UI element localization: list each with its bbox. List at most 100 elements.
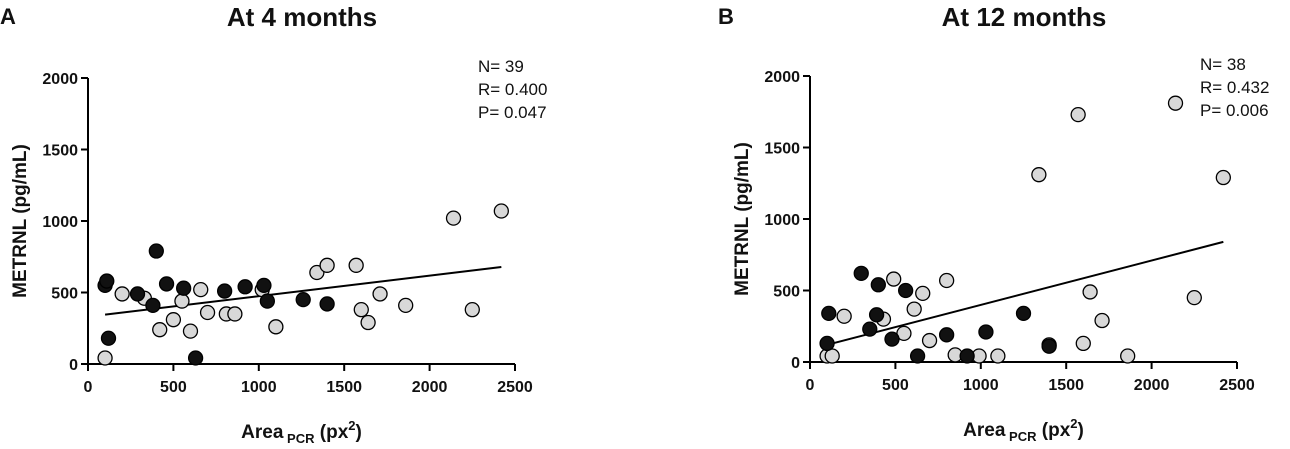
- data-point-grey: [227, 306, 243, 322]
- data-point-grey: [348, 257, 364, 273]
- data-point-grey: [990, 348, 1006, 364]
- data-point-black: [237, 279, 253, 295]
- data-point-grey: [309, 264, 325, 281]
- x-axis-label-close: ): [1078, 420, 1084, 441]
- y-axis-label: METRNL (pg/mL): [10, 144, 31, 298]
- x-tick-label: 2500: [497, 379, 533, 396]
- panel-letter: A: [0, 4, 16, 29]
- data-point-black: [216, 283, 233, 299]
- y-tick-label: 2000: [764, 69, 800, 86]
- data-point-black: [256, 277, 272, 294]
- data-point-black: [259, 293, 275, 309]
- chart-panel-a: A At 4 months 0 500 1000 1500 2000 0 500 1000 1500…: [0, 2, 547, 446]
- data-point-black: [978, 324, 994, 340]
- data-point-grey: [360, 314, 376, 331]
- data-point-grey: [445, 210, 462, 226]
- data-point-black: [158, 276, 175, 292]
- data-point-grey: [886, 271, 902, 287]
- data-point-grey: [1075, 335, 1091, 352]
- y-tick-label: 500: [51, 286, 78, 303]
- data-point-grey: [268, 319, 284, 335]
- x-tick-label: 0: [806, 377, 815, 394]
- chart-title: At 4 months: [227, 2, 377, 32]
- x-axis-label-main: Area: [963, 420, 1006, 441]
- x-axis-label-main: Area: [241, 422, 284, 443]
- x-tick-label: 1500: [1048, 377, 1084, 394]
- y-tick-label: 0: [69, 357, 78, 374]
- x-tick-label: 500: [882, 377, 909, 394]
- x-tick-label: 500: [160, 379, 187, 396]
- chart-title: At 12 months: [942, 2, 1107, 32]
- data-point-black: [187, 350, 204, 366]
- data-point-grey: [174, 293, 190, 309]
- data-point-grey: [1167, 95, 1184, 111]
- y-tick-label: 1500: [42, 143, 78, 160]
- data-point-grey: [921, 332, 938, 349]
- data-point-grey: [836, 308, 852, 324]
- panel-letter: B: [718, 4, 734, 29]
- data-point-black: [148, 243, 164, 259]
- data-point-grey: [398, 297, 414, 314]
- regression-line: [826, 240, 1224, 346]
- data-point-grey: [1070, 106, 1086, 123]
- y-tick-label: 0: [791, 355, 800, 372]
- data-point-grey: [372, 286, 388, 302]
- data-point-black: [897, 282, 914, 299]
- x-tick-label: 2500: [1219, 377, 1255, 394]
- x-tick-label: 1000: [963, 377, 999, 394]
- y-tick-label: 1000: [42, 214, 78, 231]
- data-point-black: [99, 273, 115, 289]
- x-axis-label-sub: PCR: [283, 431, 315, 444]
- data-point-grey: [464, 302, 480, 318]
- x-axis-label: Area PCR (px2): [963, 416, 1084, 444]
- data-point-black: [909, 348, 926, 364]
- data-point-black: [145, 297, 161, 314]
- data-point-black: [1041, 338, 1057, 354]
- x-axis-label: Area PCR (px2): [241, 418, 362, 444]
- chart-panel-b: B At 12 months 0 500 1000 1500 2000 0 500 1000 150…: [718, 2, 1269, 444]
- data-point-grey: [938, 272, 955, 289]
- data-point-black: [938, 327, 955, 343]
- x-axis-label-sup: 2: [348, 418, 355, 433]
- data-point-black: [295, 291, 311, 308]
- data-point-grey: [199, 304, 216, 321]
- data-point-black: [862, 321, 878, 337]
- stat-line: R= 0.432: [1200, 78, 1269, 97]
- y-axis-label: METRNL (pg/mL): [732, 142, 753, 296]
- x-axis-label-sup: 2: [1070, 416, 1077, 431]
- data-point-grey: [152, 322, 168, 338]
- regression-line: [104, 266, 502, 316]
- data-point-grey: [1186, 289, 1202, 306]
- stat-line: N= 39: [478, 57, 524, 76]
- x-tick-label: 2000: [412, 379, 448, 396]
- data-point-black: [821, 305, 837, 322]
- data-point-grey: [493, 203, 509, 219]
- y-tick-label: 500: [773, 284, 800, 301]
- x-tick-label: 1000: [241, 379, 277, 396]
- data-point-grey: [114, 286, 130, 302]
- data-point-black: [319, 296, 335, 312]
- x-tick-label: 0: [84, 379, 93, 396]
- data-point-black: [1015, 305, 1032, 322]
- data-point-grey: [1120, 348, 1136, 364]
- y-tick-label: 1000: [764, 212, 800, 229]
- data-point-grey: [97, 350, 113, 366]
- data-point-grey: [1082, 284, 1098, 300]
- data-point-grey: [353, 302, 369, 318]
- data-point-black: [819, 335, 835, 352]
- data-point-black: [175, 280, 192, 296]
- y-tick-label: 2000: [42, 71, 78, 88]
- data-point-grey: [915, 285, 931, 302]
- stat-line: R= 0.400: [478, 80, 547, 99]
- data-point-grey: [319, 257, 335, 273]
- data-point-grey: [165, 312, 182, 328]
- x-tick-label: 1500: [326, 379, 362, 396]
- x-axis-label-sub: PCR: [1005, 429, 1037, 444]
- y-tick-label: 1500: [764, 141, 800, 158]
- data-point-black: [870, 277, 886, 293]
- x-axis-label-close: ): [356, 422, 362, 443]
- data-point-grey: [182, 323, 199, 339]
- data-point-grey: [1094, 312, 1110, 329]
- data-point-grey: [1031, 167, 1047, 183]
- x-axis-label-unit: (px: [314, 422, 348, 443]
